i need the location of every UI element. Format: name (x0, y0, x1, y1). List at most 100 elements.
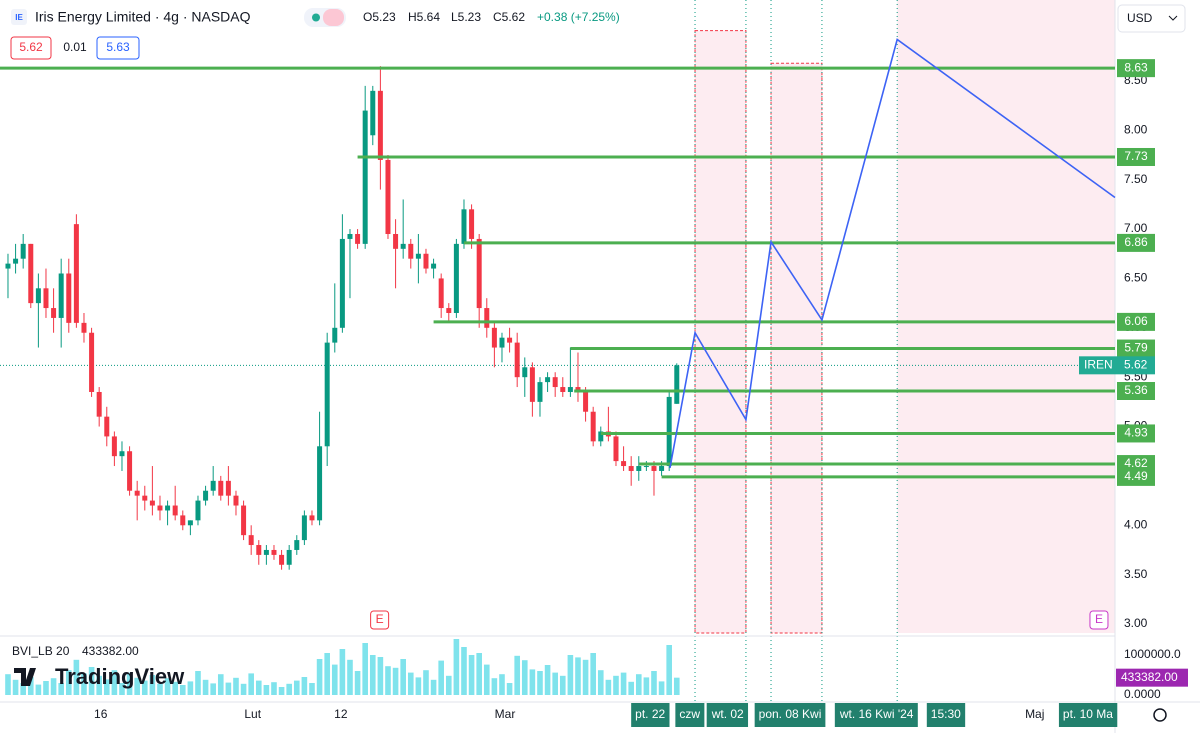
sell-box[interactable] (10, 36, 52, 60)
volume-bar (620, 672, 627, 695)
candle-body (621, 461, 627, 467)
ohlc-high: H5.64 (408, 10, 440, 24)
volume-bar (324, 653, 330, 695)
volume-bar (392, 667, 399, 695)
ohlc-close: C5.62 (493, 10, 525, 24)
volume-bar (179, 685, 186, 695)
candle-body (35, 288, 41, 304)
volume-bar (468, 655, 475, 695)
candle-body (583, 391, 589, 412)
ohlc-change: +0.38 (+7.25%) (537, 10, 620, 24)
candle-body (651, 466, 657, 471)
volume-bar (149, 675, 156, 695)
candle-body (370, 90, 376, 136)
volume-bar (605, 679, 612, 695)
volume-bar (438, 660, 444, 695)
volume-bar (58, 683, 64, 695)
candle-body (355, 234, 361, 244)
candle-body (522, 367, 528, 378)
volume-bar (673, 677, 680, 695)
candle-body (643, 466, 649, 468)
candle-body (119, 451, 125, 457)
status-badge (323, 9, 344, 26)
candle-body (13, 258, 19, 264)
symbol-title: Iris Energy Limited · 4g · NASDAQ (35, 9, 251, 25)
candle-body (317, 446, 323, 521)
volume-bar (453, 639, 460, 695)
candle-body (28, 243, 34, 304)
volume-bar (430, 679, 437, 695)
candle-body (408, 243, 414, 259)
candle-body (377, 90, 383, 160)
x-highlight-label: pt. 10 Ma (1063, 707, 1113, 721)
candle-body (142, 495, 148, 501)
level-label: 4.93 (1124, 426, 1148, 440)
y-tick-label: 3.00 (1124, 616, 1148, 630)
volume-bar (529, 669, 536, 695)
candle-body (423, 253, 429, 269)
earnings-label: E (1095, 612, 1103, 626)
volume-bar (286, 683, 292, 695)
candle-body (567, 387, 573, 392)
spread: 0.01 (63, 40, 87, 54)
plot (0, 0, 1115, 702)
volume-bar (514, 655, 520, 695)
indicator-name: BVI_LB 20 (12, 644, 70, 658)
volume-bar (172, 681, 178, 695)
candle-body (362, 110, 368, 244)
volume-bar (354, 671, 361, 695)
candle-body (271, 549, 277, 555)
volume-tick-label: 1000000.0 (1124, 647, 1181, 661)
buy-box[interactable] (96, 36, 140, 60)
x-highlight-bg (926, 703, 966, 727)
candle-body (81, 322, 87, 333)
candle-body (89, 332, 95, 392)
volume-bar (582, 659, 589, 695)
settings-icon[interactable] (1153, 708, 1167, 722)
level-label: 4.62 (1124, 456, 1148, 470)
level-tag (1117, 467, 1155, 486)
volume-bar (88, 667, 95, 695)
candle-body (248, 535, 254, 546)
volume-bar (400, 659, 406, 695)
candle-body (469, 209, 475, 239)
candle-body (674, 365, 680, 404)
y-tick-label: 3.50 (1124, 567, 1148, 581)
volume-bar (643, 677, 650, 695)
candle-body (225, 480, 231, 496)
volume-bar (293, 680, 300, 695)
volume-bar (5, 674, 11, 695)
volume-bar (134, 677, 140, 695)
volume-value-label: 433382.00 (1121, 670, 1178, 684)
y-tick-label: 7.00 (1124, 221, 1148, 235)
candle-body (491, 327, 497, 348)
projection-line (669, 38, 1116, 469)
volume-bar (628, 681, 634, 695)
x-tick-label: 12 (334, 707, 348, 721)
earnings-marker (1089, 610, 1109, 630)
volume-bar (187, 681, 194, 695)
candle-body (58, 273, 64, 318)
currency-dropdown[interactable] (1117, 4, 1186, 33)
volume-bar (12, 679, 19, 695)
volume-bar (195, 671, 201, 695)
level-tag (1117, 424, 1155, 443)
candle-body (309, 515, 315, 521)
volume-bar (119, 683, 125, 695)
candle-body (453, 243, 459, 313)
volume-bar (103, 679, 110, 695)
volume-bar (476, 653, 482, 695)
candle-body (73, 224, 79, 323)
volume-bar (567, 655, 574, 695)
bid: 5.62 (19, 40, 43, 54)
volume-bar (483, 664, 490, 695)
level-tag (1117, 147, 1155, 166)
volume-bar (658, 681, 665, 695)
dropdown-arrow (1168, 15, 1178, 21)
zone (694, 30, 747, 634)
candle-body (263, 549, 269, 555)
volume-bar (461, 647, 467, 695)
candle-body (529, 367, 535, 402)
x-highlight-bg (834, 703, 918, 727)
